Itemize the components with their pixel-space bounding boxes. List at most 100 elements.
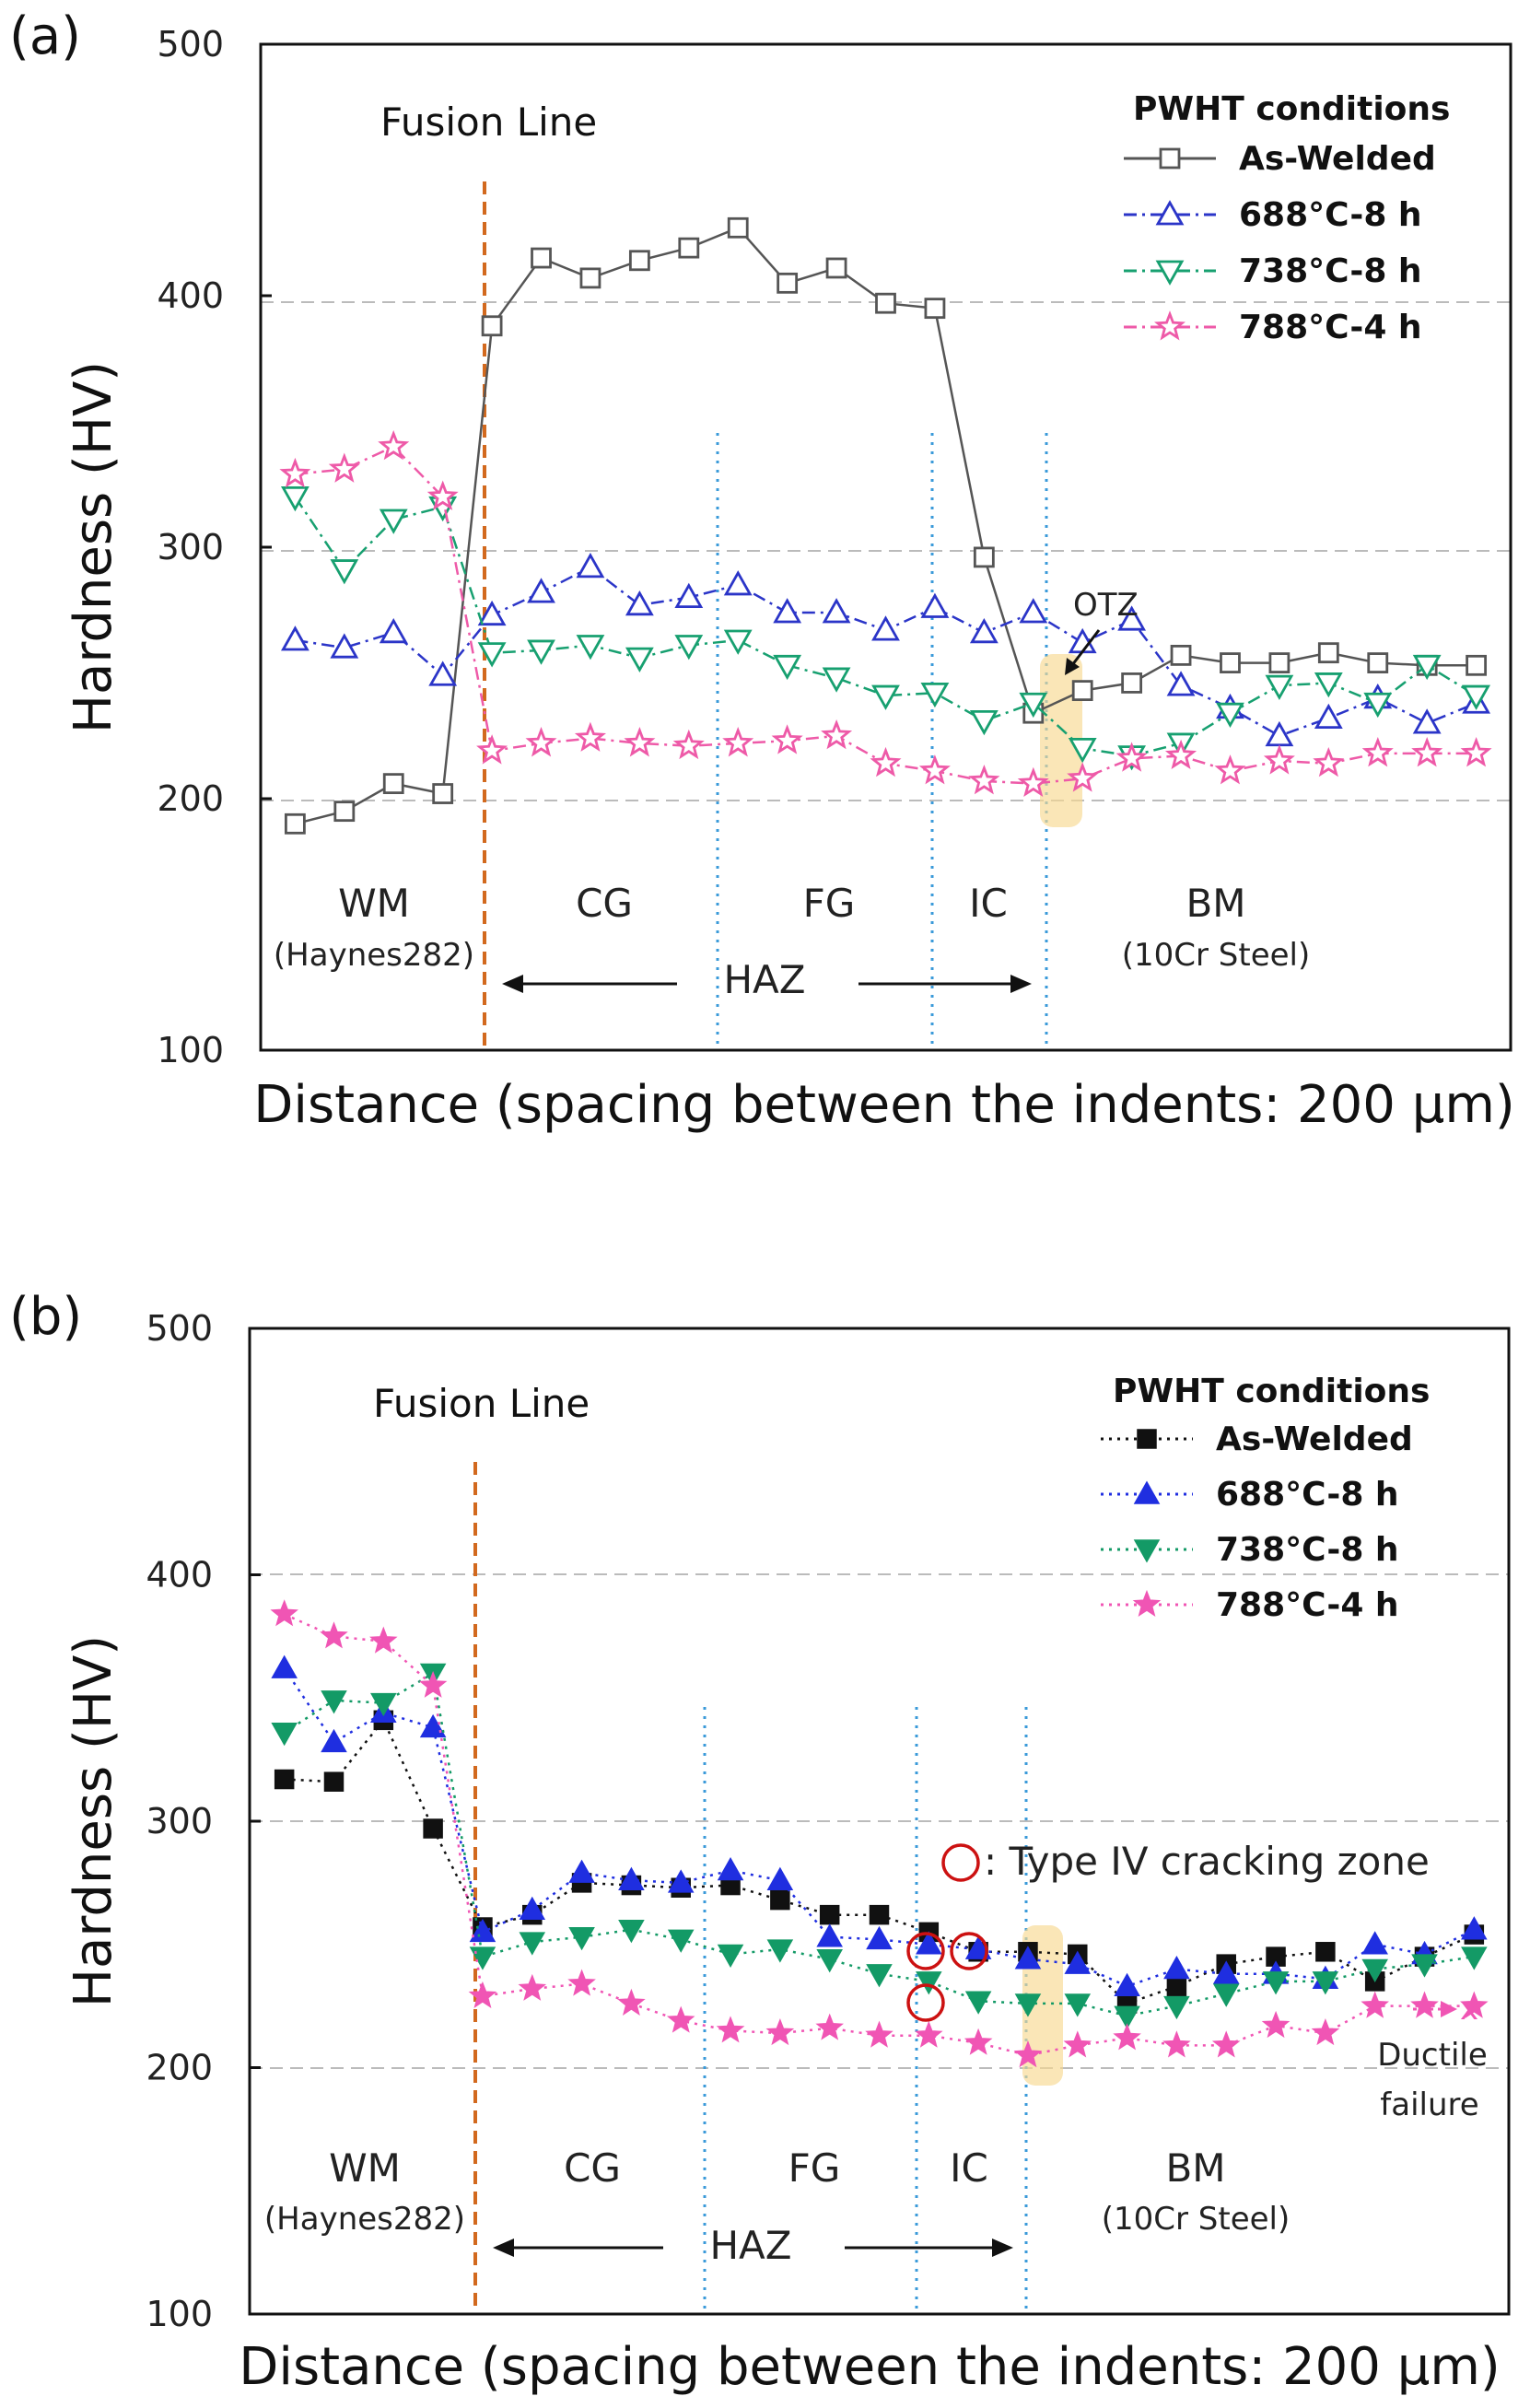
data-point bbox=[624, 727, 656, 757]
data-point bbox=[722, 727, 754, 757]
data-point bbox=[1262, 1971, 1290, 1995]
data-point bbox=[723, 570, 753, 596]
haz-arrowhead-right-a bbox=[1010, 975, 1032, 993]
data-point bbox=[723, 629, 753, 655]
data-point bbox=[333, 801, 356, 823]
data-point bbox=[274, 1769, 295, 1790]
zone-label-fg-b: FG bbox=[788, 2145, 841, 2191]
legend-marker bbox=[1133, 1539, 1161, 1563]
data-point bbox=[1361, 1991, 1389, 2018]
data-point bbox=[773, 654, 802, 681]
type4-circle-3 bbox=[906, 1983, 945, 2022]
data-point bbox=[766, 1939, 794, 1963]
data-point bbox=[916, 1971, 942, 1995]
haz-label-a: HAZ bbox=[723, 957, 805, 1002]
data-point bbox=[1317, 642, 1339, 664]
data-point bbox=[777, 272, 799, 294]
legend-label: 738°C-8 h bbox=[1239, 252, 1422, 290]
zone-label-ic-a: IC bbox=[969, 881, 1008, 926]
data-point bbox=[1361, 737, 1394, 767]
data-point bbox=[1017, 766, 1049, 798]
data-point bbox=[765, 2018, 795, 2046]
data-point bbox=[1466, 654, 1488, 676]
data-point bbox=[1313, 746, 1345, 777]
legend-marker bbox=[1137, 1429, 1157, 1449]
data-point bbox=[822, 598, 851, 624]
data-point bbox=[379, 617, 408, 644]
data-point bbox=[1461, 1916, 1488, 1940]
data-point bbox=[1121, 672, 1143, 694]
data-point bbox=[1117, 605, 1147, 631]
data-point bbox=[678, 237, 700, 259]
data-point bbox=[870, 746, 902, 777]
data-point bbox=[869, 1904, 890, 1925]
data-point bbox=[1216, 702, 1244, 729]
data-point bbox=[382, 773, 404, 795]
data-point bbox=[1261, 2010, 1291, 2039]
data-point bbox=[527, 639, 555, 665]
data-point bbox=[716, 2016, 745, 2043]
data-point bbox=[1014, 1993, 1042, 2017]
series-1 bbox=[284, 216, 1488, 835]
data-point bbox=[323, 1771, 345, 1792]
type4-legend-circle bbox=[941, 1843, 980, 1882]
data-point bbox=[579, 267, 601, 289]
ductile-label: Ductile bbox=[1377, 2037, 1488, 2074]
data-point bbox=[519, 1932, 546, 1956]
data-point bbox=[770, 1889, 790, 1911]
data-point bbox=[1361, 1958, 1388, 1983]
data-point bbox=[1363, 692, 1393, 719]
data-point bbox=[271, 1722, 298, 1747]
data-point bbox=[1115, 742, 1148, 772]
data-point bbox=[1268, 652, 1291, 673]
zone-sub-bm-a: (10Cr Steel) bbox=[1122, 937, 1311, 974]
data-point bbox=[918, 754, 951, 785]
data-point bbox=[1462, 684, 1491, 710]
data-point bbox=[964, 1935, 992, 1959]
data-point bbox=[717, 1856, 744, 1881]
y-tick-label: 100 bbox=[146, 2294, 213, 2334]
panel-b: (b) 100 200 300 400 500 Hardness (HV) Distan… bbox=[9, 1287, 1511, 2397]
fusion-line-label-a: Fusion Line bbox=[380, 99, 597, 145]
y-ticks-a: 100 200 300 400 500 bbox=[157, 24, 272, 1070]
data-point bbox=[816, 1949, 843, 1973]
data-point bbox=[625, 590, 654, 616]
data-point bbox=[576, 552, 605, 579]
data-point bbox=[920, 682, 950, 708]
data-point bbox=[1068, 738, 1097, 764]
x-axis-label-a: Distance (spacing between the indents: 2… bbox=[253, 1075, 1514, 1135]
zone-sub-wm-a: (Haynes282) bbox=[274, 937, 474, 974]
series-4 bbox=[279, 429, 1492, 798]
data-point bbox=[1166, 1976, 1187, 1996]
data-point bbox=[973, 546, 995, 568]
legend-marker bbox=[1133, 1480, 1161, 1504]
data-point bbox=[773, 598, 802, 624]
data-point bbox=[916, 1931, 942, 1955]
data-point bbox=[432, 783, 454, 804]
zone-label-bm-b: BM bbox=[1165, 2145, 1225, 2191]
data-point bbox=[964, 1991, 992, 2015]
data-point bbox=[964, 2028, 993, 2055]
haz-arrowhead-left-b bbox=[493, 2239, 514, 2257]
otz-highlight bbox=[1040, 654, 1082, 827]
data-point bbox=[866, 1964, 893, 1988]
legend-label: 788°C-4 h bbox=[1239, 309, 1422, 346]
data-point bbox=[1460, 737, 1492, 767]
data-point bbox=[617, 1988, 646, 2016]
panel-a: (a) 100 200 300 400 500 Hardness (HV) Distan… bbox=[9, 6, 1515, 1135]
data-point bbox=[1212, 1983, 1240, 2007]
series-3 bbox=[280, 486, 1491, 771]
data-point bbox=[819, 1904, 840, 1925]
zone-label-ic-b: IC bbox=[950, 2145, 988, 2191]
y-tick-label: 100 bbox=[157, 1030, 224, 1070]
data-point bbox=[328, 452, 360, 483]
data-point bbox=[618, 1866, 645, 1890]
data-point bbox=[871, 684, 900, 710]
legend-label: 788°C-4 h bbox=[1216, 1586, 1399, 1624]
data-point bbox=[280, 625, 310, 651]
panel-letter-b: (b) bbox=[9, 1287, 82, 1347]
data-point bbox=[1064, 1993, 1092, 2017]
data-point bbox=[618, 1919, 645, 1944]
haz-label-b: HAZ bbox=[709, 2223, 791, 2268]
data-point bbox=[1460, 1991, 1489, 2018]
